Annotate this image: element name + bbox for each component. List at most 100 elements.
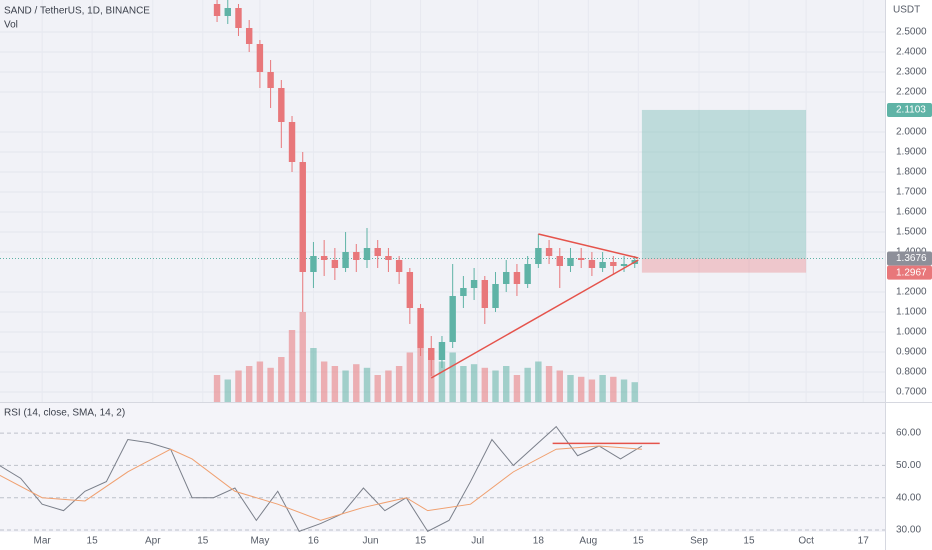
volume-bar bbox=[256, 361, 264, 402]
candle-body bbox=[310, 256, 317, 272]
y-tick-label: 30.00 bbox=[896, 525, 921, 536]
volume-bar bbox=[599, 375, 606, 402]
price-label-box bbox=[887, 102, 932, 117]
y-tick-label: 1.1000 bbox=[896, 307, 927, 318]
candle-body bbox=[513, 272, 521, 284]
volume-bar bbox=[224, 379, 231, 402]
candle-body bbox=[374, 248, 381, 256]
candle-body bbox=[524, 264, 531, 284]
candle-body bbox=[256, 44, 264, 72]
candle-body bbox=[428, 348, 435, 360]
y-tick-label: 50.00 bbox=[896, 460, 921, 471]
x-tick-label: 17 bbox=[858, 536, 870, 547]
x-tick-label: Mar bbox=[34, 536, 52, 547]
volume-bar bbox=[535, 361, 542, 402]
candle-body bbox=[567, 258, 574, 266]
candle-body bbox=[353, 252, 360, 260]
rsi-line bbox=[0, 425, 643, 532]
candle-body bbox=[535, 248, 542, 264]
y-tick-label: 1.9000 bbox=[896, 147, 927, 158]
candle-body bbox=[245, 28, 253, 44]
pane-divider bbox=[0, 402, 932, 403]
target-zone bbox=[641, 109, 807, 259]
price-label: 1.2967 bbox=[896, 267, 927, 278]
y-tick-label: 0.8000 bbox=[896, 367, 927, 378]
x-tick-label: Jun bbox=[363, 536, 379, 547]
volume-bar bbox=[631, 382, 638, 402]
y-tick-label: 2.2000 bbox=[896, 87, 927, 98]
volume-bar bbox=[567, 375, 574, 402]
y-tick-label: 0.7000 bbox=[896, 387, 927, 398]
candle-body bbox=[449, 296, 456, 342]
x-tick-label: Aug bbox=[579, 536, 597, 547]
y-tick-label: 2.3000 bbox=[896, 67, 927, 78]
candle-body bbox=[224, 8, 231, 16]
volume-bar bbox=[492, 370, 499, 402]
candle-body bbox=[385, 256, 392, 260]
x-tick-label: 15 bbox=[87, 536, 99, 547]
volume-bar bbox=[331, 366, 339, 402]
volume-bar bbox=[363, 367, 371, 402]
rsi-plot bbox=[0, 425, 885, 532]
rsi-line bbox=[0, 445, 642, 521]
candle-body bbox=[438, 342, 446, 360]
y-tick-label: 1.7000 bbox=[896, 187, 927, 198]
x-tick-label: 15 bbox=[743, 536, 755, 547]
candle-body bbox=[503, 272, 510, 284]
candle-body bbox=[492, 284, 499, 308]
price-label-box bbox=[887, 251, 932, 266]
volume-bar bbox=[342, 370, 349, 402]
y-tick-label: 1.0000 bbox=[896, 327, 927, 338]
volume-bar bbox=[610, 376, 617, 402]
volume-bar bbox=[235, 370, 242, 402]
x-tick-label: Apr bbox=[145, 536, 161, 547]
volume-bar bbox=[481, 367, 489, 402]
candle-body bbox=[481, 280, 489, 308]
price-label: 2.1103 bbox=[896, 105, 926, 116]
candle-body bbox=[278, 88, 285, 122]
price-label: 1.3676 bbox=[896, 253, 927, 264]
trend-line bbox=[430, 259, 639, 379]
x-tick-label: 16 bbox=[308, 536, 320, 547]
x-tick-label: 15 bbox=[197, 536, 209, 547]
volume-bar bbox=[438, 361, 446, 402]
rsi-title: RSI (14, close, SMA, 14, 2) bbox=[4, 408, 125, 419]
price-pane bbox=[0, 0, 885, 402]
volume-bar bbox=[374, 375, 381, 402]
x-tick-label: May bbox=[250, 536, 269, 547]
chart-title: SAND / TetherUS, 1D, BINANCE bbox=[4, 6, 150, 17]
volume-bar bbox=[513, 375, 521, 402]
volume-bar bbox=[406, 352, 414, 402]
candle-body bbox=[406, 272, 414, 308]
x-tick-label: 18 bbox=[533, 536, 545, 547]
y-tick-label: 2.4000 bbox=[896, 47, 927, 58]
x-tick-label: Jul bbox=[471, 536, 484, 547]
candle-body bbox=[320, 256, 328, 260]
candle-body bbox=[588, 260, 596, 268]
candle-body bbox=[556, 256, 563, 266]
volume-label: Vol bbox=[4, 20, 18, 31]
candle-body bbox=[470, 280, 478, 288]
candle-body bbox=[545, 248, 553, 256]
candle-body bbox=[213, 4, 221, 16]
candle-body bbox=[620, 264, 628, 266]
y-tick-label: 2.5000 bbox=[896, 27, 927, 38]
volume-bar bbox=[385, 370, 392, 402]
volume-bar bbox=[213, 375, 221, 402]
x-axis-strip bbox=[0, 532, 885, 550]
volume-bar bbox=[288, 330, 296, 402]
x-tick-label: Oct bbox=[798, 536, 814, 547]
candle-body bbox=[342, 252, 349, 268]
volume-bar bbox=[620, 379, 628, 402]
axes: 0.70000.80000.90001.00001.10001.20001.40… bbox=[0, 27, 932, 550]
rsi-pane bbox=[0, 403, 885, 532]
candle-body bbox=[288, 122, 296, 162]
y-tick-label: 2.0000 bbox=[896, 127, 927, 138]
price-label-box bbox=[887, 265, 932, 280]
volume-bar bbox=[460, 366, 467, 402]
volume-bar bbox=[428, 357, 435, 402]
candle-body bbox=[610, 262, 617, 266]
y-axis-label: USDT bbox=[893, 5, 920, 16]
y-tick-label: 0.9000 bbox=[896, 347, 927, 358]
